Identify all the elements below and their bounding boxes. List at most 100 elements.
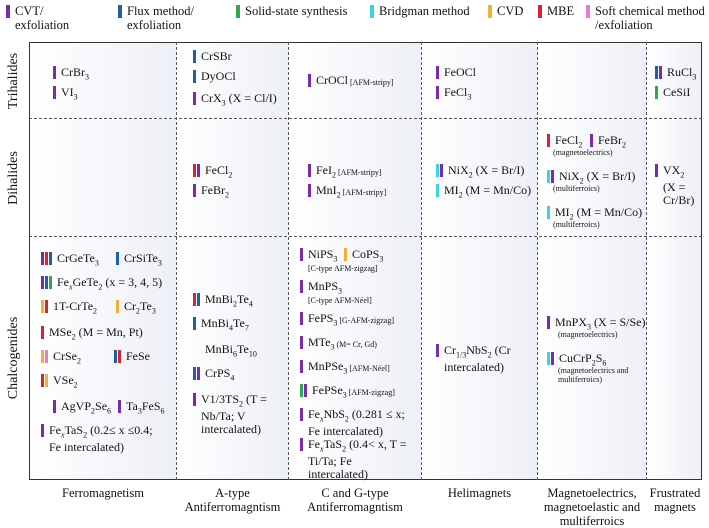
material-entry: (magnetoelectrics) [558,330,638,339]
method-bar [116,300,119,313]
method-bars [300,336,304,349]
material-label: VI3 [61,85,78,102]
legend-item-soft-chemical: Soft chemical method /exfoliation [586,4,706,32]
material-label: MnPSe3 [308,359,348,376]
material-entry: CoPS3 [344,247,383,265]
material-label: CrGeTe3 [57,251,99,268]
material-label: FePSe3 [312,383,347,400]
method-bar [304,384,307,397]
method-bars [308,74,312,87]
material-label: VSe2 [53,373,78,390]
material-label: MI2 (M = Mn/Co) [444,183,532,200]
method-bar [193,393,196,406]
method-bars [300,312,304,325]
material-label: FeCl2 [205,163,233,180]
material-entry: CrSBr [193,50,232,63]
method-bar [659,66,662,79]
method-bars [116,300,120,313]
method-bar [300,384,303,397]
method-bar [436,164,439,177]
method-bar [49,276,52,289]
legend-label: CVD [497,4,524,18]
method-bars [193,317,197,330]
method-bar [547,352,550,365]
legend-label: CVT/ exfoliation [15,4,70,32]
method-bar [308,74,311,87]
legend-item-solid-state: Solid-state synthesis [236,4,347,18]
method-bars [436,184,440,197]
material-entry: MnBi2Te4 [193,292,253,310]
material-entry: FeCl3 [436,85,471,103]
material-entry: RuCl3 [655,65,696,83]
method-bar [300,312,303,325]
material-label: (magnetoelectrics) [553,148,613,157]
method-bars [193,50,197,63]
method-bars [53,66,57,79]
material-entry: MnBi4Te7 [193,316,249,334]
material-entry: CeSiI [655,86,690,99]
method-bars [41,326,45,339]
method-bars [53,400,57,413]
material-entry: FexGeTe2 (x = 3, 4, 5) [41,275,162,293]
method-bar [41,374,44,387]
material-label: CuCrP2S6 [559,351,607,368]
material-label: FePS3 [308,311,338,328]
method-bars [590,134,594,147]
legend-swatch [236,5,240,18]
material-entry: FePS3 [G-AFM-zigzag] [300,311,394,329]
column-label-frustrated: Frustrated magnets [649,486,701,514]
method-bars [41,374,49,387]
material-entry: FeBr2 [590,133,626,151]
material-entry: (multiferroics) [553,220,633,229]
method-bar [655,86,658,99]
material-entry: Cr1/3NbS2 (Cr intercalated) [436,343,528,374]
material-entry: VI3 [53,85,78,103]
material-label: MSe2 (M = Mn, Pt) [49,325,143,342]
material-label: FexTaS2 (0.2≤ x ≤0.4; Fe intercalated) [49,423,153,455]
method-bars [300,438,304,451]
method-bar [436,66,439,79]
method-bars [193,70,197,83]
material-label: CrSBr [201,49,232,63]
material-entry: NiX2 (X = Br/I) [436,163,524,181]
method-bars [308,164,312,177]
method-bar [440,164,443,177]
material-entry: FexTaS2 (0.4< x, T = Ti/Ta; Fe intercala… [300,437,410,481]
material-label: FeI2 [316,163,336,180]
material-entry: MI2 (M = Mn/Co) [547,205,642,223]
method-bars [655,86,659,99]
material-entry: CuCrP2S6 [547,351,607,369]
method-bar [590,134,593,147]
method-bar [308,184,311,197]
material-entry: CrGeTe3 [41,251,99,269]
material-entry: CrPS4 [193,366,235,384]
method-bar [45,252,48,265]
legend-swatch [6,5,10,18]
material-label: (multiferroics) [553,220,600,229]
material-entry: CrSe2 [41,349,81,367]
method-bar [436,344,439,357]
legend-item-mbe: MBE [538,4,574,18]
row-label-chalcogenides: Chalcogenides [6,316,22,400]
material-label: (magnetoelectrics and multiferroics) [558,366,629,384]
method-bar [41,350,44,363]
structure-annotation: [C-type AFM-Néel] [308,296,372,305]
legend: CVT/ exfoliation Flux method/ exfoliatio… [0,0,709,40]
method-bar [547,134,550,147]
method-bars [547,352,555,365]
method-bar [41,300,44,313]
material-label: CrPS4 [205,366,235,383]
legend-label: Bridgman method [379,4,470,18]
material-entry: FexTaS2 (0.2≤ x ≤0.4; Fe intercalated) [41,423,161,455]
material-entry: CrBr3 [53,65,89,83]
method-bar [41,276,44,289]
method-bars [118,400,122,413]
method-bar [41,424,44,437]
method-bars [193,164,201,177]
method-bar [193,164,196,177]
method-bar [197,367,200,380]
structure-annotation: [AFM-stripy] [342,188,387,197]
legend-item-flux: Flux method/ exfoliation [118,4,238,32]
material-label: FeBr2 [201,183,229,200]
legend-swatch [370,5,374,18]
